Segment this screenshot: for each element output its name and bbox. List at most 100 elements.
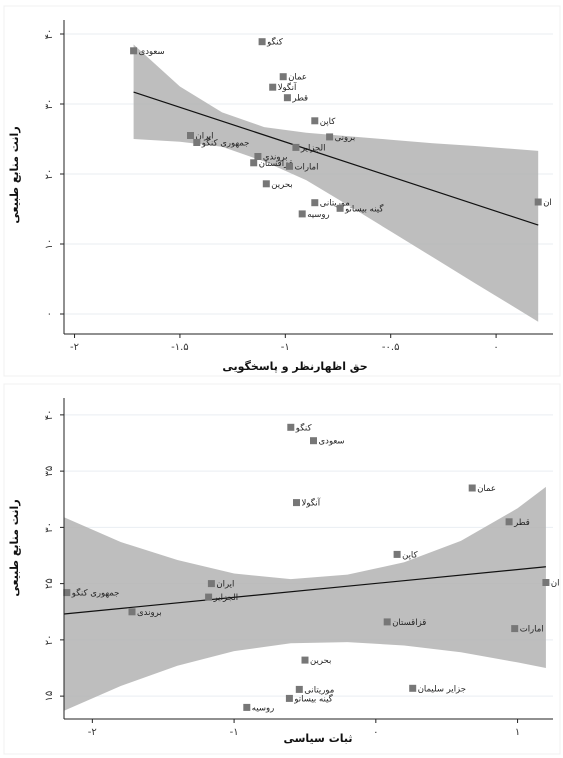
y-tick-label: ۳۵ [44,466,55,477]
scatter-point [243,703,251,711]
scatter-point [326,133,334,141]
top-fit-line [133,91,539,226]
scatter-point [468,484,476,492]
scatter-point [505,518,513,526]
scatter-point [534,198,542,206]
scatter-point [383,618,391,626]
scatter-point [187,132,194,139]
bottom-axes: ۱۵ ۲۰ ۲۵ ۳۰ ۳۵ ۴۰ -۲ -۱ ۰ ۱ [44,398,553,738]
bottom-confidence-band [64,486,546,711]
top-axes: ۰ ۱۰ ۲۰ ۳۰ ۴۰ -۲ -۱.۵ -۱ -۰.۵ ۰ [44,20,553,353]
point-label: قطر [291,94,308,104]
x-tick-label: -۱ [281,342,290,353]
y-tick-label: ۱۵ [44,691,55,702]
point-label: سعودی [319,437,345,447]
scatter-point [298,210,306,218]
point-label: بحرین [310,656,331,666]
x-tick-label: -۱.۵ [171,342,189,353]
point-label: قزاقستان [259,159,293,169]
scatter-point [262,180,270,188]
point-label: سعودی [139,47,165,57]
scatter-point [258,38,266,46]
scatter-point [409,684,417,692]
point-label: کنگو [295,422,313,433]
point-label: کاپن [320,117,336,127]
confidence-band [64,486,546,711]
scatter-point [310,437,317,445]
x-tick-label: ۱ [515,727,520,738]
point-label: موریتانی [304,685,334,695]
scatter-point [193,139,201,146]
fit-line [133,91,539,226]
top-x-axis-title: حق اظهارنظر و پاسخگویی [222,360,367,373]
point-label: عمان [288,73,307,83]
point-label: بحرین [271,180,292,190]
bottom-fit-line [63,566,546,615]
point-label: قزاقستان [392,618,426,628]
top-y-axis-title: رانت منابع طبیعی [8,126,21,223]
point-label: امارات [520,625,544,635]
scatter-point [269,83,277,91]
scatter-point [301,656,309,664]
point-label: آنگولا [302,497,321,509]
scatter-point [254,153,262,160]
point-label: روسیه [252,703,274,713]
x-tick-label: -۰.۵ [382,342,400,353]
point-label: آنگولا [278,81,297,93]
point-label: الجزایر [300,143,326,153]
point-label: قطر [513,518,530,528]
y-tick-label: ۱۰ [44,239,55,250]
x-tick-label: -۲ [88,727,97,738]
scatter-point [205,593,213,601]
point-label: گینه بیساتو [344,203,384,214]
point-label: جمهوری کنگو [201,138,250,149]
confidence-band [133,44,539,322]
point-label: جمهوری کنگو [71,588,120,599]
y-tick-label: ۴۰ [44,410,55,421]
scatter-point [287,423,295,431]
point-label: عمان [477,484,496,494]
scatter-point [311,117,319,125]
scatter-point [542,579,550,586]
scatter-point [128,608,136,616]
point-label: الجزایر [213,593,239,603]
bottom-scatter-points: کنگو سعودی عمان آنگولا قطر کاپن ایران جمهوری کن… [63,422,560,713]
scatter-point [286,162,293,170]
point-label: کاپن [402,550,418,560]
scatter-point [285,694,293,702]
point-label: بروندی [263,153,288,163]
fit-line [63,566,546,615]
point-label: روسیه [307,210,329,220]
scatter-point [511,625,519,633]
scatter-point [250,159,258,167]
point-label: ان [551,579,560,589]
y-tick-label: ۰ [44,311,55,316]
point-label: ایران [196,132,214,142]
scatter-point [295,685,303,693]
point-label: جزایر سلیمان [418,684,466,694]
x-tick-label: ۰ [373,727,378,738]
y-tick-label: ۲۵ [44,578,55,589]
scatter-point [292,143,300,151]
bottom-y-axis-title: رانت منابع طبیعی [8,499,21,596]
point-label: بروندی [137,608,162,618]
y-tick-label: ۲۰ [44,635,55,646]
y-tick-label: ۳۰ [44,99,55,110]
bottom-x-axis-title: ثبات سیاسی [283,732,352,745]
point-label: گینه بیساتو [293,693,333,704]
top-confidence-band [133,44,539,322]
point-label: برونی [335,133,356,143]
point-label: کنگو [266,37,284,48]
scatter-point [283,94,291,102]
scatter-point [279,73,287,81]
scatter-point [393,550,401,558]
x-tick-label: -۲ [70,342,79,353]
y-tick-label: ۳۰ [44,522,55,533]
point-label: ایران [216,580,234,590]
scatter-point [336,204,344,212]
scatter-point [63,589,71,597]
scatter-point [293,499,300,507]
point-label: موریتانی [320,199,350,209]
